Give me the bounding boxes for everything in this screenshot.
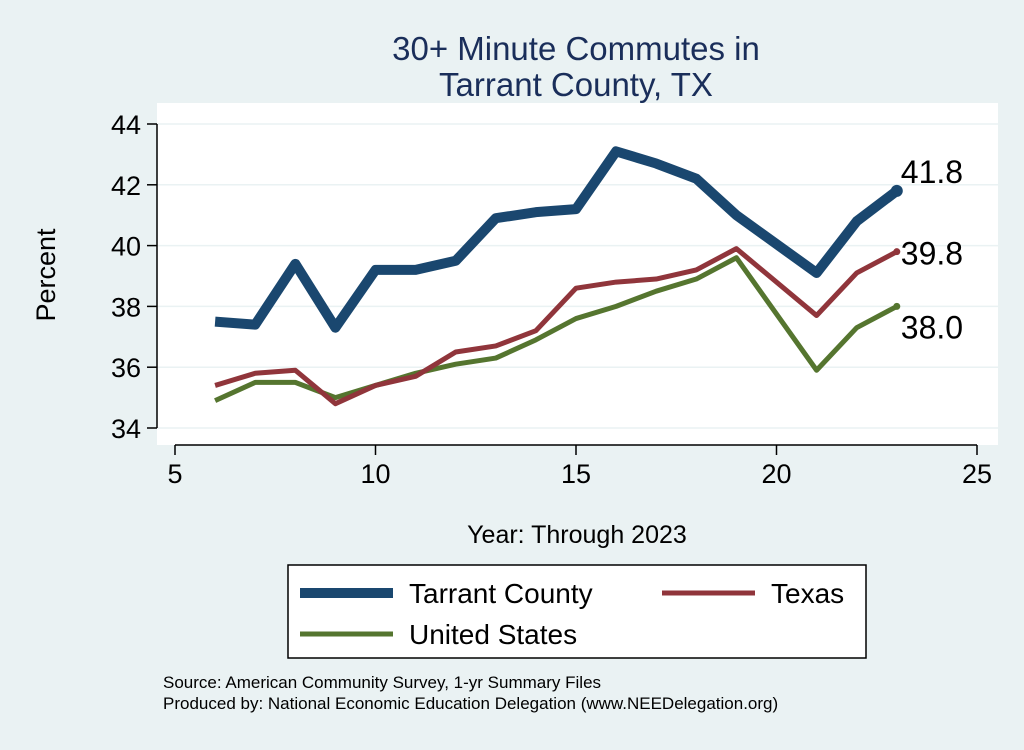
x-tick-label-15: 15 <box>561 459 591 489</box>
legend-label-united-states: United States <box>409 619 577 650</box>
end-labels: 41.8 39.8 38.0 <box>901 154 963 346</box>
axes: 34 36 38 40 42 44 5 10 15 20 25 <box>111 110 992 489</box>
x-tick-label-10: 10 <box>360 459 390 489</box>
end-point-tarrant-county <box>890 184 903 197</box>
end-label-united-states: 38.0 <box>901 309 963 345</box>
chart-title-line-1: 30+ Minute Commutes in <box>392 30 760 67</box>
legend: Tarrant County Texas United States <box>287 564 867 659</box>
source-note: Source: American Community Survey, 1-yr … <box>163 673 601 692</box>
end-point-united-states <box>893 302 901 310</box>
y-tick-label-44: 44 <box>111 110 141 140</box>
producer-note: Produced by: National Economic Education… <box>163 694 778 713</box>
series-line-texas <box>214 246 898 407</box>
series-line-tarrant-county <box>214 146 900 333</box>
end-label-texas: 39.8 <box>901 236 963 272</box>
y-tick-label-36: 36 <box>111 353 141 383</box>
legend-box <box>287 564 867 659</box>
y-tick-label-42: 42 <box>111 171 141 201</box>
y-axis-label: Percent <box>31 228 61 322</box>
end-point-texas <box>893 248 901 256</box>
end-label-tarrant-county: 41.8 <box>901 154 963 190</box>
y-tick-label-38: 38 <box>111 292 141 322</box>
gridlines <box>157 123 998 429</box>
x-axis-label: Year: Through 2023 <box>467 521 687 549</box>
y-tick-label-34: 34 <box>111 414 141 444</box>
chart-title-line-2: Tarrant County, TX <box>439 66 713 103</box>
legend-label-texas: Texas <box>771 578 844 609</box>
x-tick-label-5: 5 <box>167 459 182 489</box>
series-lines <box>214 146 903 407</box>
legend-label-tarrant-county: Tarrant County <box>409 578 593 609</box>
y-tick-label-40: 40 <box>111 232 141 262</box>
x-tick-label-25: 25 <box>962 459 992 489</box>
x-tick-label-20: 20 <box>761 459 791 489</box>
